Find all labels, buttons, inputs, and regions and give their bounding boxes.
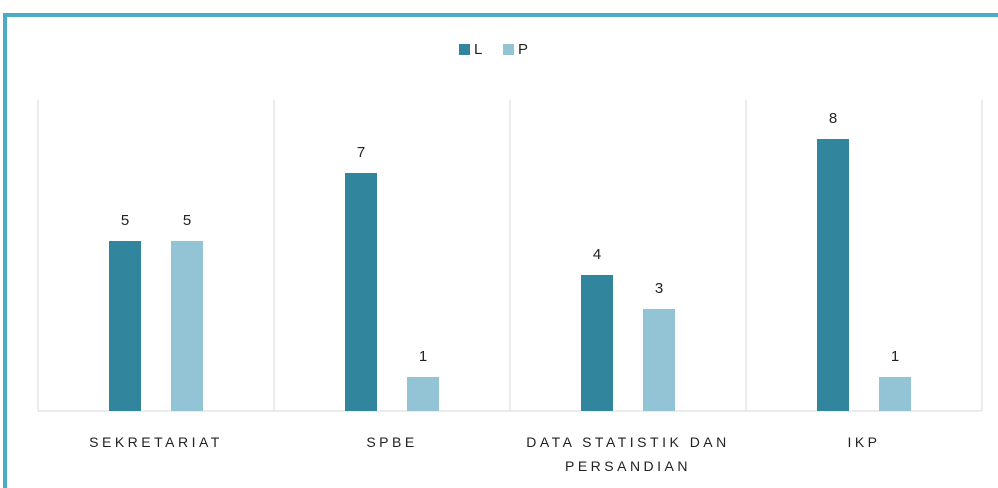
legend-swatch xyxy=(503,44,514,55)
frame-top xyxy=(3,13,998,17)
x-tick-label: SPBE xyxy=(366,434,418,450)
data-label: 5 xyxy=(121,212,129,229)
data-label: 7 xyxy=(357,144,365,161)
legend-swatch xyxy=(459,44,470,55)
bar xyxy=(643,309,675,411)
x-tick-label: SEKRETARIAT xyxy=(89,434,223,450)
data-label: 8 xyxy=(829,110,837,127)
legend-label: L xyxy=(474,41,482,58)
bar xyxy=(171,241,203,411)
data-label: 3 xyxy=(655,280,663,297)
bar xyxy=(879,377,911,411)
data-label: 1 xyxy=(891,348,899,365)
legend-label: P xyxy=(518,41,528,58)
data-label: 1 xyxy=(419,348,427,365)
x-tick-label: DATA STATISTIK DAN PERSANDIAN xyxy=(526,434,730,474)
data-label: 4 xyxy=(593,246,601,263)
bar xyxy=(407,377,439,411)
frame-left xyxy=(3,13,7,488)
bar xyxy=(345,173,377,411)
bar xyxy=(817,139,849,411)
bar xyxy=(581,275,613,411)
bar xyxy=(109,241,141,411)
data-label: 5 xyxy=(183,212,191,229)
x-tick-label: IKP xyxy=(847,434,881,450)
